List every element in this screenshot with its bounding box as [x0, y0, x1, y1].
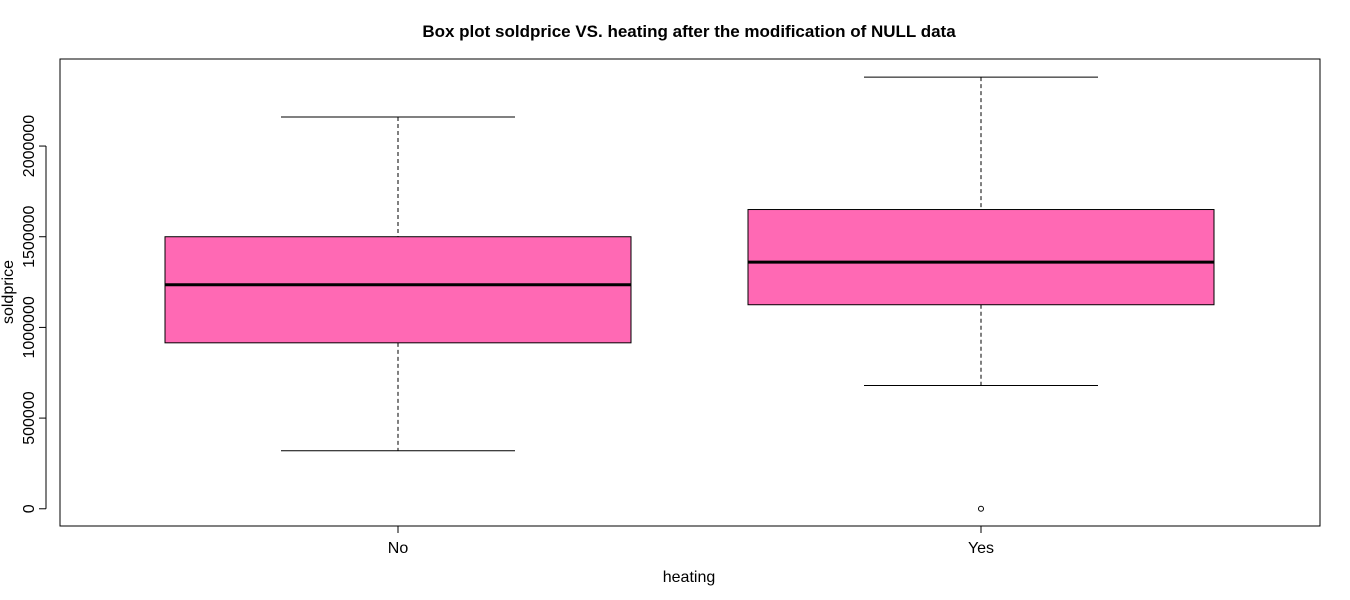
y-tick-label: 0	[21, 504, 38, 513]
y-axis: 0 500000 1000000 1500000 2000000	[21, 115, 47, 513]
x-axis: No Yes	[388, 525, 994, 557]
x-axis-label: heating	[663, 569, 716, 586]
y-tick-label: 1000000	[21, 296, 38, 358]
y-tick-label: 500000	[21, 391, 38, 444]
y-tick-label: 1500000	[21, 205, 38, 267]
outlier-point-yes	[978, 505, 984, 512]
box-no	[164, 236, 632, 344]
x-tick-label-yes: Yes	[968, 540, 994, 557]
chart-title: Box plot soldprice VS. heating after the…	[422, 22, 956, 41]
boxes-group	[164, 76, 1215, 512]
y-tick-label: 2000000	[21, 115, 38, 177]
x-tick-label-no: No	[388, 540, 409, 557]
y-axis-label: soldprice	[0, 260, 17, 324]
box-yes	[747, 209, 1215, 306]
